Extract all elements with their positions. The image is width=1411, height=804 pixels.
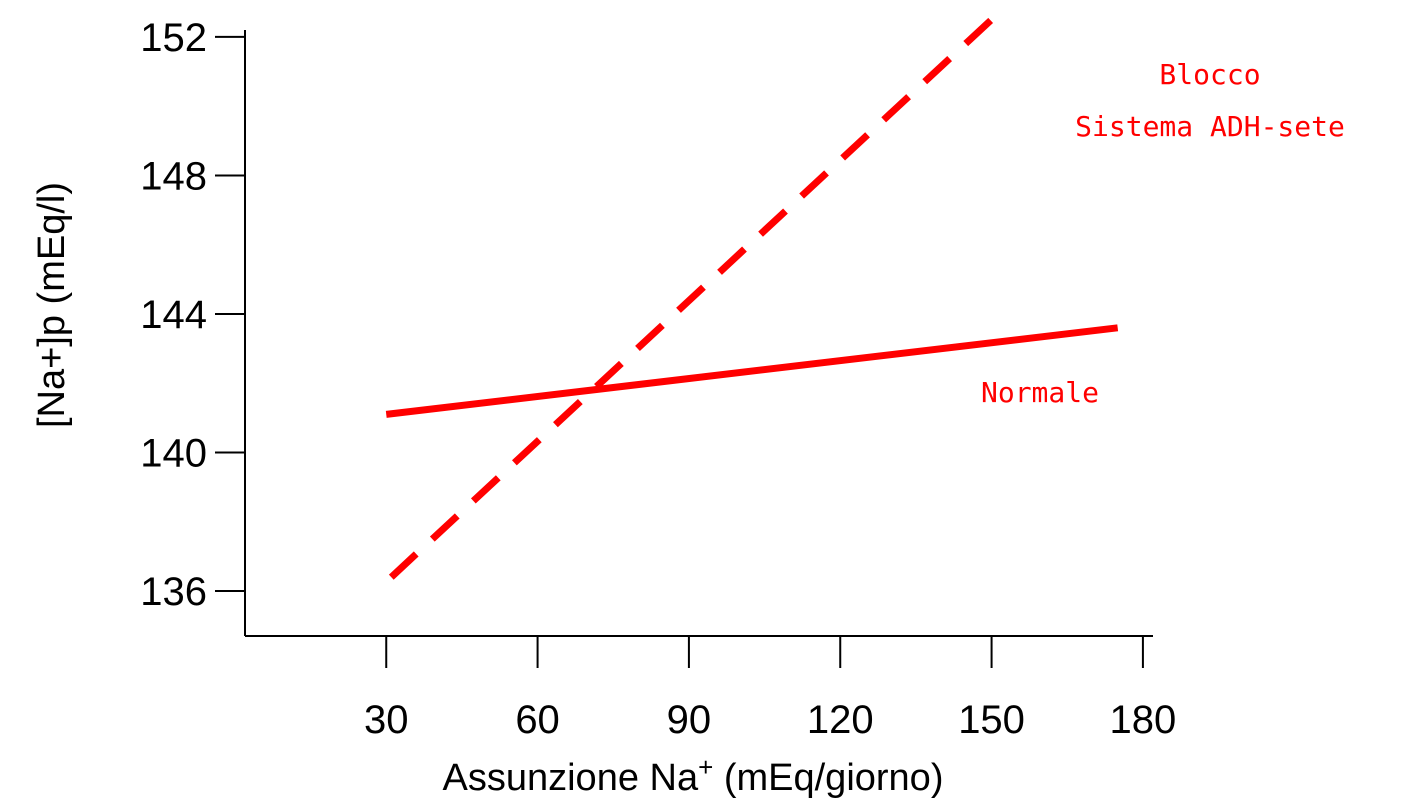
y-tick-label: 140 <box>140 431 207 475</box>
y-tick-label: 148 <box>140 154 207 198</box>
y-tick-label: 136 <box>140 570 207 614</box>
x-tick-label: 150 <box>958 698 1025 742</box>
x-tick-label: 90 <box>667 698 712 742</box>
series-label-normale: Normale <box>981 376 1099 409</box>
series-lines <box>385 17 1119 580</box>
series-line-normale <box>385 324 1119 418</box>
series-label-blocco-line: Sistema ADH-sete <box>1075 110 1345 143</box>
series-label-blocco-line: Blocco <box>1159 58 1260 91</box>
x-tick-label: 180 <box>1110 698 1177 742</box>
labels: Normale Blocco Sistema ADH-sete <box>981 58 1345 409</box>
y-axis-title: [Na+]p (mEq/l) <box>31 182 73 428</box>
y-tick-label: 144 <box>140 293 207 337</box>
x-tick-label: 120 <box>807 698 874 742</box>
x-tick-label: 60 <box>515 698 560 742</box>
ticks: 136 140 144 148 152 30 60 90 120 150 180 <box>140 16 1176 742</box>
y-tick-label: 152 <box>140 16 207 60</box>
x-axis-title: Assunzione Na+ (mEq/giorno) <box>443 752 944 799</box>
series-line-blocco <box>388 17 994 580</box>
axes <box>244 30 1153 637</box>
x-tick-label: 30 <box>364 698 409 742</box>
